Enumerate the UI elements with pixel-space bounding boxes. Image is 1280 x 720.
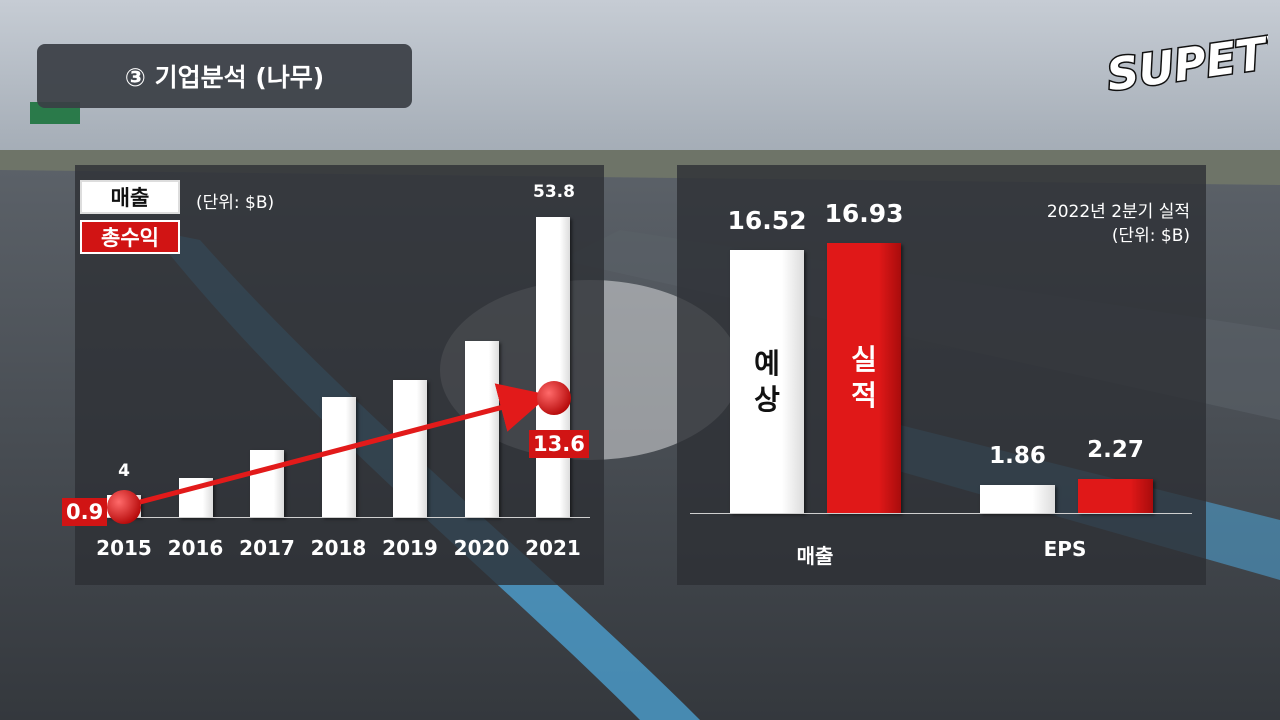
year-tick-2016: 2016 xyxy=(167,536,224,560)
revenue-bar-2016 xyxy=(178,478,213,517)
forecast-bar-eps xyxy=(980,485,1055,513)
right-baseline xyxy=(690,513,1192,514)
category-label-revenue: 매출 xyxy=(796,544,834,568)
revenue-bar-2017 xyxy=(250,450,284,517)
year-tick-2017: 2017 xyxy=(239,536,295,560)
revenue-label-last: 53.8 xyxy=(533,182,575,202)
actual-bar-eps xyxy=(1078,479,1153,513)
profit-label-last: 13.6 xyxy=(529,430,589,458)
year-tick-2021: 2021 xyxy=(525,536,581,560)
unit-label-right: (단위: $B) xyxy=(1111,226,1190,246)
revenue-label-first: 4 xyxy=(118,461,130,481)
year-tick-2019: 2019 xyxy=(382,536,438,560)
svg-text:SUPETV: SUPETV xyxy=(1104,24,1268,102)
revenue-bar-2015 xyxy=(107,495,141,517)
legend-revenue: 매출 xyxy=(80,180,180,214)
category-label-eps: EPS xyxy=(1043,537,1087,561)
revenue-bar-2019 xyxy=(393,380,427,517)
section-header: ③ 기업분석 (나무) xyxy=(37,44,412,108)
value-label-actual-revenue: 16.93 xyxy=(824,199,904,228)
supetv-logo: SUPETV xyxy=(1102,22,1268,103)
year-tick-2020: 2020 xyxy=(453,536,510,560)
actual-bar-revenue: 실 적 xyxy=(827,243,901,513)
profit-label-first: 0.9 xyxy=(62,498,108,526)
left-baseline xyxy=(90,517,590,518)
section-title: ③ 기업분석 (나무) xyxy=(124,63,325,92)
unit-label-left: (단위: $B) xyxy=(196,193,275,213)
value-label-forecast-eps: 1.86 xyxy=(989,443,1046,469)
revenue-bar-2020 xyxy=(464,341,499,517)
value-label-forecast-revenue: 16.52 xyxy=(727,206,807,235)
actual-bar-text: 실 적 xyxy=(851,343,877,412)
revenue-bar-2018 xyxy=(321,397,356,517)
year-tick-2018: 2018 xyxy=(310,536,367,560)
forecast-bar-text: 예 상 xyxy=(754,346,780,416)
value-label-actual-eps: 2.27 xyxy=(1087,437,1144,463)
legend-gross-profit: 총수익 xyxy=(80,220,180,254)
year-tick-2015: 2015 xyxy=(96,536,152,560)
q2-results-title: 2022년 2분기 실적 xyxy=(1046,202,1190,222)
forecast-bar-revenue: 예 상 xyxy=(730,250,804,513)
revenue-bar-2021 xyxy=(536,217,570,517)
